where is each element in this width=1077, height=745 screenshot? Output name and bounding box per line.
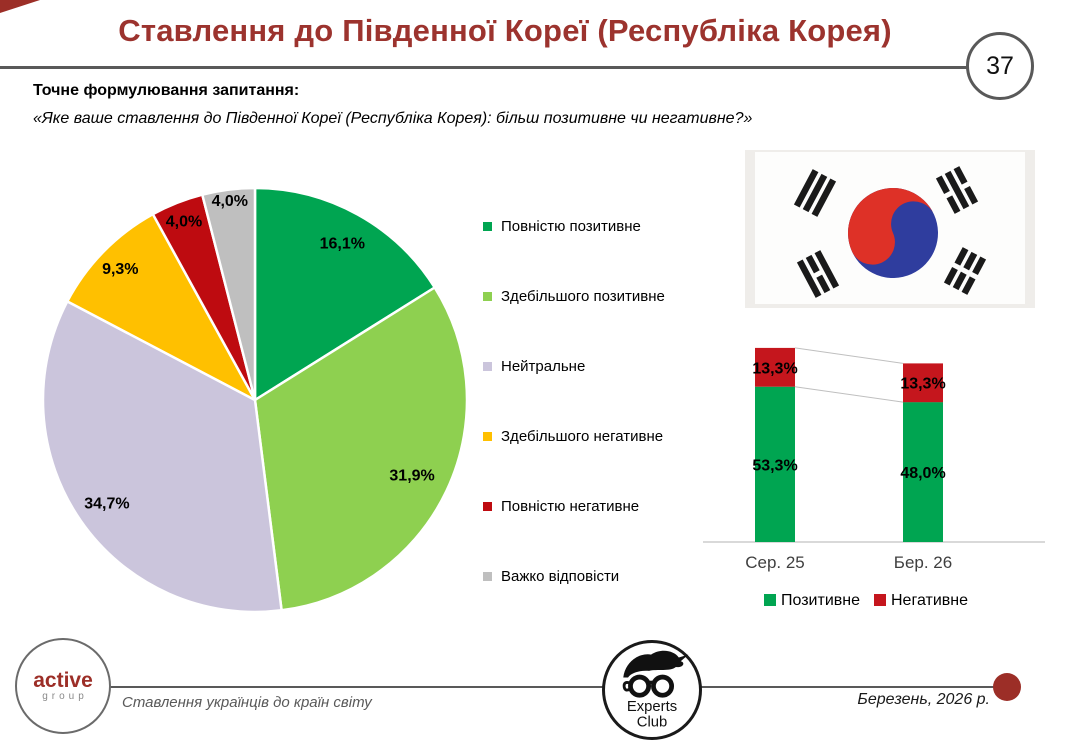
legend-swatch-icon (483, 431, 492, 441)
bar-chart-svg: 53,3% 13,3% Сер. 25 48,0% 13,3% Бер. 26 Позити… (703, 347, 1045, 609)
legend-label: Негативне (891, 592, 968, 609)
pie-legend-item: Нейтральне (483, 354, 665, 378)
pie-value-label: 31,9% (389, 468, 434, 485)
active-group-logo-subtext: group (42, 690, 88, 702)
question-label: Точне формулювання запитання: (33, 82, 300, 99)
glasses-temple-icon (622, 681, 632, 692)
pie-slice (41, 300, 283, 614)
trigram-gon-icon (943, 247, 987, 295)
bar-segment (903, 363, 943, 403)
page-number-badge: 37 (966, 32, 1034, 100)
bar-value-label: 48,0% (900, 465, 945, 482)
legend-label: Повністю негативне (501, 497, 640, 515)
pie-legend: Повністю позитивне Здебільшого позитивне Н… (483, 214, 665, 634)
glasses-bridge-icon (646, 680, 656, 686)
bar-category-label: Сер. 25 (745, 553, 805, 572)
taegeuk-icon (848, 188, 938, 278)
bar-segment (755, 386, 795, 542)
pie-value-label: 9,3% (102, 261, 138, 278)
legend-label: Нейтральне (501, 357, 586, 375)
legend-label: Позитивне (781, 592, 860, 609)
pie-value-label: 4,0% (166, 214, 202, 231)
experts-club-text2: Club (637, 714, 668, 730)
pie-slice (66, 212, 257, 402)
bar-segment (755, 347, 795, 387)
trigram-gam-icon (935, 166, 979, 214)
legend-swatch-icon (483, 221, 492, 231)
footer-accent-dot (993, 673, 1021, 701)
series-connector-line (794, 386, 904, 403)
legend-label: Повністю позитивне (501, 217, 641, 235)
trigram-geon-icon (793, 169, 837, 217)
footer-divider (109, 686, 1007, 688)
south-korea-flag (745, 150, 1035, 308)
pie-value-label: 34,7% (84, 496, 129, 513)
bar-value-label: 13,3% (752, 360, 797, 377)
pie-legend-item: Здебільшого позитивне (483, 284, 665, 308)
legend-label: Важко відповісти (501, 567, 620, 585)
legend-swatch-icon (483, 571, 492, 581)
experts-club-face-icon: Experts Club (622, 650, 689, 730)
legend-swatch-icon (483, 361, 492, 371)
experts-club-logo: Experts Club (602, 640, 702, 740)
legend-label: Здебільшого негативне (501, 427, 664, 445)
active-group-logo: active group (15, 638, 111, 734)
hair-icon (623, 650, 689, 678)
legend-label: Здебільшого позитивне (501, 287, 665, 305)
pie-slice (253, 286, 469, 612)
legend-swatch-icon (483, 501, 492, 511)
bar-value-label: 53,3% (752, 457, 797, 474)
pie-chart-svg: 16,1% 31,9% 34,7% 9,3% 4,0% 4,0% (41, 186, 469, 614)
page-number: 37 (986, 51, 1014, 80)
pie-legend-item: Здебільшого негативне (483, 424, 665, 448)
legend-swatch-icon (874, 594, 886, 606)
footer-date: Березень, 2026 р. (857, 691, 990, 708)
pie-legend-item: Повністю позитивне (483, 214, 665, 238)
pie-value-label: 16,1% (320, 235, 365, 252)
glasses-left-lens-icon (628, 674, 652, 698)
pie-value-label: 4,0% (212, 193, 248, 210)
bar-value-label: 13,3% (900, 376, 945, 393)
pie-legend-item: Важко відповісти (483, 564, 665, 588)
bar-category-label: Бер. 26 (894, 553, 952, 572)
experts-club-text: Experts (627, 699, 677, 715)
footer-caption: Ставлення українців до країн світу (122, 694, 372, 711)
trigram-yi-icon (796, 250, 840, 298)
pie-slice (253, 186, 436, 402)
page-title: Ставлення до Південної Кореї (Республіка… (118, 13, 892, 48)
legend-swatch-icon (483, 291, 492, 301)
pie-legend-item: Повністю негативне (483, 494, 665, 518)
legend-swatch-icon (764, 594, 776, 606)
corner-accent-triangle (0, 0, 40, 13)
pie-slice (201, 186, 257, 402)
bar-segment (903, 402, 943, 542)
header-divider (0, 66, 967, 69)
active-group-logo-text: active (33, 668, 93, 692)
question-text: «Яке ваше ставлення до Південної Кореї (… (33, 110, 753, 127)
series-connector-line (794, 347, 904, 364)
glasses-right-lens-icon (651, 674, 675, 698)
